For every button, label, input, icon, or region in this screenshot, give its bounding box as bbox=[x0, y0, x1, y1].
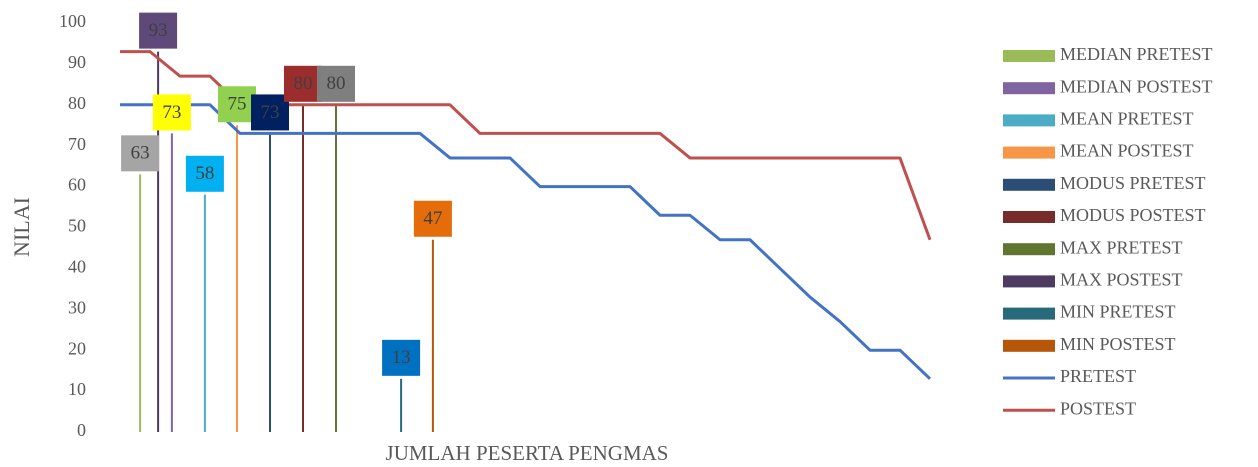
data-label: 63 bbox=[131, 143, 150, 164]
y-tick-label: 90 bbox=[68, 52, 86, 72]
legend-label: MEDIAN POSTEST bbox=[1060, 76, 1213, 96]
y-tick-label: 50 bbox=[68, 216, 86, 236]
data-label-box bbox=[284, 65, 322, 102]
data-label: 80 bbox=[327, 73, 346, 94]
data-label: 75 bbox=[228, 94, 247, 115]
data-label: 73 bbox=[162, 102, 181, 123]
y-tick-label: 80 bbox=[68, 93, 86, 113]
legend-swatch bbox=[1003, 211, 1055, 223]
y-tick-label: 60 bbox=[68, 175, 86, 195]
data-label-box bbox=[139, 12, 178, 49]
legend-label: MAX POSTEST bbox=[1060, 270, 1183, 290]
data-label: 73 bbox=[261, 102, 280, 123]
data-label-box bbox=[317, 65, 355, 102]
legend-swatch bbox=[1003, 178, 1055, 191]
legend-swatch bbox=[1003, 82, 1055, 95]
legend-swatch bbox=[1003, 339, 1055, 352]
data-label-box bbox=[152, 94, 191, 131]
legend-swatch bbox=[1003, 50, 1055, 62]
line bbox=[120, 50, 932, 241]
legend-label: MAX PRETEST bbox=[1060, 237, 1183, 257]
data-label: 93 bbox=[149, 20, 168, 41]
data-label: 58 bbox=[195, 163, 214, 184]
data-label: 80 bbox=[294, 73, 313, 94]
legend-label: PRETEST bbox=[1060, 366, 1136, 386]
legend-label: MEAN POSTEST bbox=[1060, 141, 1194, 161]
data-label: 47 bbox=[423, 208, 442, 229]
legend-swatch bbox=[1003, 146, 1055, 159]
legend-label: POSTEST bbox=[1060, 398, 1136, 418]
data-label-box bbox=[218, 86, 256, 123]
legend-swatch bbox=[1003, 243, 1055, 256]
line bbox=[120, 103, 932, 380]
data-label-box bbox=[413, 200, 452, 237]
y-tick-label: 40 bbox=[68, 257, 86, 277]
y-tick-label: 10 bbox=[68, 379, 86, 399]
data-label-box bbox=[121, 135, 160, 172]
y-tick-label: 100 bbox=[59, 11, 86, 31]
legend-label: MIN POSTEST bbox=[1060, 334, 1176, 354]
y-tick-label: 0 bbox=[77, 420, 86, 440]
y-axis-title: NILAI bbox=[9, 197, 34, 257]
legend-label: MODUS PRETEST bbox=[1060, 173, 1206, 193]
data-label-box bbox=[382, 339, 421, 376]
legend-swatch bbox=[1003, 114, 1055, 127]
legend-label: MODUS POSTEST bbox=[1060, 205, 1206, 225]
x-axis-title: JUMLAH PESERTA PENGMAS bbox=[386, 441, 669, 465]
legend-label: MEAN PRETEST bbox=[1060, 109, 1194, 129]
data-label-box bbox=[185, 155, 224, 192]
data-label-box bbox=[251, 94, 289, 131]
legend-label: MIN PRETEST bbox=[1060, 302, 1176, 322]
y-tick-label: 30 bbox=[68, 297, 86, 317]
legend-swatch bbox=[1003, 307, 1055, 320]
legend-swatch bbox=[1003, 275, 1055, 288]
y-tick-label: 70 bbox=[68, 134, 86, 154]
legend-label: MEDIAN PRETEST bbox=[1060, 44, 1213, 64]
data-label: 13 bbox=[392, 347, 411, 368]
y-tick-label: 20 bbox=[68, 338, 86, 358]
